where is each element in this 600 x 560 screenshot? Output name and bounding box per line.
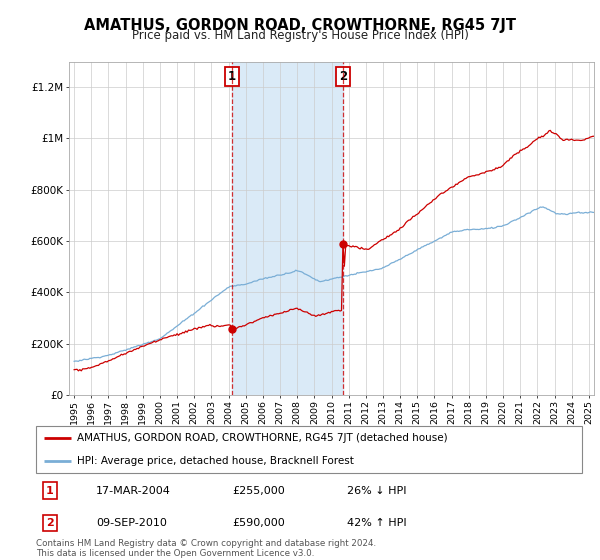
Text: 2: 2 bbox=[339, 70, 347, 83]
Text: HPI: Average price, detached house, Bracknell Forest: HPI: Average price, detached house, Brac… bbox=[77, 456, 354, 466]
Text: 2: 2 bbox=[46, 518, 53, 528]
Bar bbox=[232, 62, 343, 395]
FancyBboxPatch shape bbox=[36, 426, 582, 473]
Text: 1: 1 bbox=[228, 70, 236, 83]
Text: £255,000: £255,000 bbox=[233, 486, 286, 496]
Text: Contains HM Land Registry data © Crown copyright and database right 2024.
This d: Contains HM Land Registry data © Crown c… bbox=[36, 539, 376, 558]
Text: 26% ↓ HPI: 26% ↓ HPI bbox=[347, 486, 407, 496]
Text: £590,000: £590,000 bbox=[233, 518, 286, 528]
Text: 1: 1 bbox=[46, 486, 53, 496]
Text: 17-MAR-2004: 17-MAR-2004 bbox=[96, 486, 171, 496]
Text: Price paid vs. HM Land Registry's House Price Index (HPI): Price paid vs. HM Land Registry's House … bbox=[131, 29, 469, 42]
Text: 42% ↑ HPI: 42% ↑ HPI bbox=[347, 518, 407, 528]
Text: AMATHUS, GORDON ROAD, CROWTHORNE, RG45 7JT (detached house): AMATHUS, GORDON ROAD, CROWTHORNE, RG45 7… bbox=[77, 433, 448, 444]
Text: 09-SEP-2010: 09-SEP-2010 bbox=[96, 518, 167, 528]
Text: AMATHUS, GORDON ROAD, CROWTHORNE, RG45 7JT: AMATHUS, GORDON ROAD, CROWTHORNE, RG45 7… bbox=[84, 18, 516, 33]
